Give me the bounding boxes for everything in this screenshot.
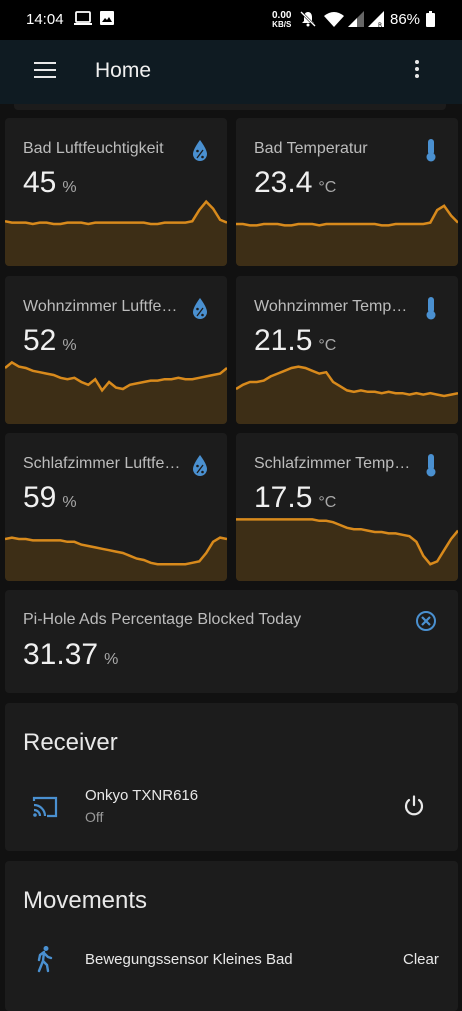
- movement-sensor-name[interactable]: Bewegungssensor Kleines Bad: [85, 951, 293, 968]
- history-area: [5, 201, 227, 266]
- sensor-name: Bad Temperatur: [254, 140, 368, 157]
- sensor-history-graph: [236, 518, 458, 581]
- receiver-title: Receiver: [23, 729, 118, 756]
- movements-card: Movements Bewegungssensor Kleines Bad Cl…: [5, 861, 458, 1011]
- status-time: 14:04: [26, 11, 64, 28]
- sensor-history-graph: [236, 365, 458, 424]
- receiver-state: Off: [85, 809, 104, 825]
- pihole-name: Pi-Hole Ads Percentage Blocked Today: [23, 611, 302, 628]
- sensor-name: Schlafzimmer Temperatur: [254, 455, 412, 472]
- close-circle-icon: [416, 611, 436, 631]
- receiver-card: Receiver Onkyo TXNR616 Off: [5, 703, 458, 851]
- sensor-value: 17.5 °C: [254, 481, 337, 514]
- water-percent-icon: [193, 298, 207, 319]
- thermometer-icon: [426, 139, 436, 162]
- image-icon: [100, 11, 114, 25]
- power-icon[interactable]: [403, 795, 425, 817]
- sensor-history-graph: [5, 536, 227, 581]
- laptop-icon: [74, 11, 92, 25]
- history-line: [5, 536, 227, 566]
- page-title: Home: [95, 59, 152, 82]
- bell-off-icon: [300, 11, 316, 27]
- app-bar: Home: [0, 40, 462, 104]
- sensor-name: Bad Luftfeuchtigkeit: [23, 140, 164, 157]
- sensor-value: 45%: [23, 166, 77, 199]
- card-edge: [14, 104, 446, 110]
- sensor-name: Wohnzimmer Luftfeuchtigkeit: [23, 298, 181, 315]
- sensor-history-graph: [5, 199, 227, 266]
- history-line: [5, 360, 227, 393]
- sensor-history-graph: [236, 204, 458, 266]
- receiver-entity-name[interactable]: Onkyo TXNR616: [85, 787, 199, 804]
- battery-icon: [426, 11, 435, 27]
- history-line: [236, 518, 458, 566]
- menu-icon[interactable]: [34, 62, 56, 80]
- sensor-name: Schlafzimmer Luftfeuchtigkeit: [23, 455, 181, 472]
- svg-text:R: R: [378, 22, 382, 27]
- status-bar: 14:04 0.00 KB/S R 86%: [0, 0, 462, 40]
- movements-title: Movements: [23, 887, 148, 914]
- sensor-card[interactable]: Wohnzimmer Luftfeuchtigkeit 52%: [5, 276, 227, 424]
- history-area: [236, 366, 458, 424]
- history-line: [236, 204, 458, 227]
- sensor-history-graph: [5, 360, 227, 424]
- movement-state: Clear: [403, 951, 439, 968]
- battery-percent: 86%: [390, 11, 421, 28]
- history-area: [236, 205, 458, 266]
- sensor-value: 21.5 °C: [254, 324, 337, 357]
- sensor-card[interactable]: Wohnzimmer Temperatur 21.5°C: [236, 276, 458, 424]
- history-area: [5, 362, 227, 424]
- sensor-card[interactable]: Bad Luftfeuchtigkeit 45%: [5, 118, 227, 266]
- water-percent-icon: [193, 140, 207, 161]
- water-percent-icon: [193, 455, 207, 476]
- sensor-value: 23.4 °C: [254, 166, 337, 199]
- history-line: [5, 199, 227, 226]
- walk-icon[interactable]: [31, 945, 59, 973]
- history-line: [236, 365, 458, 398]
- sensor-value: 52%: [23, 324, 77, 357]
- sensor-value: 59%: [23, 481, 77, 514]
- thermometer-icon: [426, 454, 436, 477]
- more-vert-icon[interactable]: [410, 60, 424, 84]
- sensor-card[interactable]: Schlafzimmer Temperatur 17.5°C: [236, 433, 458, 581]
- wifi-icon: [324, 12, 344, 27]
- pihole-value: 31.37%: [23, 638, 119, 671]
- history-area: [5, 537, 227, 581]
- network-speed: 0.00 KB/S: [272, 10, 292, 29]
- sensor-card[interactable]: Schlafzimmer Luftfeuchtigkeit 59%: [5, 433, 227, 581]
- cast-icon[interactable]: [31, 793, 59, 821]
- sensor-name: Wohnzimmer Temperatur: [254, 298, 412, 315]
- thermometer-icon: [426, 297, 436, 320]
- sensor-card[interactable]: Bad Temperatur 23.4 °C: [236, 118, 458, 266]
- signal-2-icon: R: [368, 11, 384, 27]
- signal-1-icon: [348, 11, 364, 27]
- pihole-card[interactable]: Pi-Hole Ads Percentage Blocked Today 31.…: [5, 590, 458, 693]
